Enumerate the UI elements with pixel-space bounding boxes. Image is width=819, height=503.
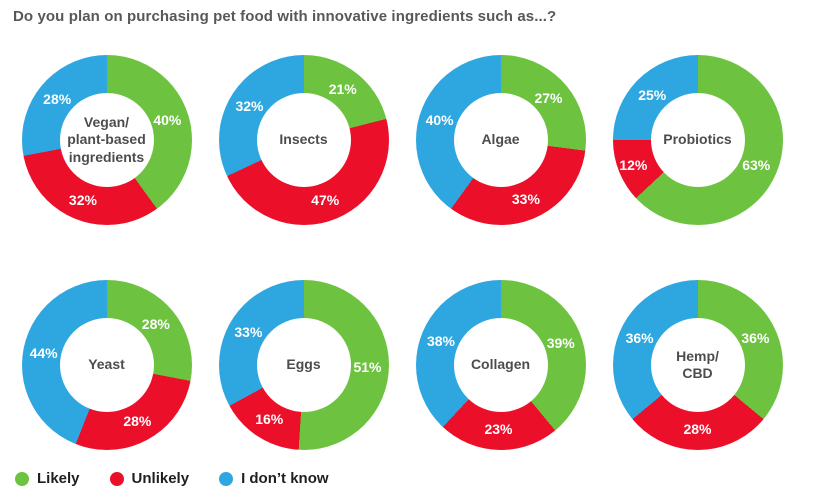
slice-value-i-don-t-know: 40% — [425, 112, 454, 129]
legend-dot-icon — [15, 471, 29, 486]
slice-value-likely: 36% — [741, 329, 770, 346]
legend-item-likely: Likely — [15, 470, 80, 487]
slice-value-unlikely: 23% — [484, 420, 513, 437]
slice-value-i-don-t-know: 33% — [234, 324, 263, 341]
donut-center-label: Eggs — [256, 318, 351, 412]
legend-label: I don’t know — [241, 470, 329, 487]
donut: 39% 23% 38% Collagen — [415, 280, 586, 450]
slice-value-i-don-t-know: 28% — [43, 91, 72, 108]
slice-value-unlikely: 32% — [68, 191, 97, 208]
slice-value-unlikely: 47% — [311, 192, 340, 209]
donut-center-label: Yeast — [59, 318, 154, 412]
slice-value-i-don-t-know: 32% — [235, 97, 264, 114]
donut-center-label: Probiotics — [650, 93, 745, 187]
donut-center-label: Insects — [256, 93, 351, 187]
slice-value-unlikely: 28% — [683, 421, 712, 437]
slice-value-i-don-t-know: 25% — [638, 86, 667, 103]
slice-value-unlikely: 12% — [619, 157, 648, 174]
slice-value-unlikely: 16% — [255, 411, 284, 428]
slice-value-i-don-t-know: 44% — [29, 345, 58, 361]
donut-chart-vegan-plant-based-ingredients: 40% 32% 28% Vegan/plant-based ingredients — [8, 55, 205, 225]
legend-label: Likely — [37, 470, 80, 487]
donut-chart-hemp-cbd: 36% 28% 36% Hemp/CBD — [599, 280, 796, 450]
slice-value-likely: 51% — [353, 359, 382, 375]
legend-dot-icon — [109, 471, 124, 486]
donut-chart-probiotics: 63% 12% 25% Probiotics — [599, 55, 796, 225]
donut-chart-algae: 27% 33% 40% Algae — [402, 55, 599, 225]
slice-value-likely: 21% — [328, 81, 357, 98]
donut-chart-collagen: 39% 23% 38% Collagen — [402, 280, 599, 450]
donut-chart-eggs: 51% 16% 33% Eggs — [205, 280, 402, 450]
legend-item-unlikely: Unlikely — [109, 470, 190, 487]
donut: 51% 16% 33% Eggs — [218, 280, 389, 450]
slice-value-i-don-t-know: 38% — [426, 333, 455, 350]
slice-value-likely: 40% — [153, 112, 182, 129]
chart-title: Do you plan on purchasing pet food with … — [13, 8, 557, 25]
donut-grid: 40% 32% 28% Vegan/plant-based ingredients 21%… — [8, 55, 796, 450]
donut: 63% 12% 25% Probiotics — [612, 55, 783, 225]
legend-dot-icon — [219, 471, 234, 486]
donut-center-label: Hemp/CBD — [650, 318, 745, 412]
donut: 36% 28% 36% Hemp/CBD — [612, 280, 783, 450]
legend-item-i-don-t-know: I don’t know — [219, 470, 329, 487]
slice-value-i-don-t-know: 36% — [625, 329, 654, 346]
slice-value-likely: 28% — [141, 316, 170, 333]
slice-value-unlikely: 28% — [123, 413, 152, 430]
donut: 40% 32% 28% Vegan/plant-based ingredients — [21, 55, 192, 225]
donut-chart-yeast: 28% 28% 44% Yeast — [8, 280, 205, 450]
donut: 28% 28% 44% Yeast — [21, 280, 192, 450]
legend: Likely Unlikely I don’t know — [15, 470, 359, 487]
donut-chart-insects: 21% 47% 32% Insects — [205, 55, 402, 225]
slice-value-unlikely: 33% — [511, 190, 540, 207]
donut: 27% 33% 40% Algae — [415, 55, 586, 225]
donut: 21% 47% 32% Insects — [218, 55, 389, 225]
slice-value-likely: 27% — [534, 89, 563, 106]
donut-center-label: Vegan/plant-based ingredients — [59, 93, 154, 187]
legend-label: Unlikely — [131, 470, 190, 487]
donut-center-label: Algae — [453, 93, 548, 187]
donut-center-label: Collagen — [453, 318, 548, 412]
slice-value-likely: 39% — [546, 335, 575, 352]
slice-value-likely: 63% — [742, 157, 771, 174]
